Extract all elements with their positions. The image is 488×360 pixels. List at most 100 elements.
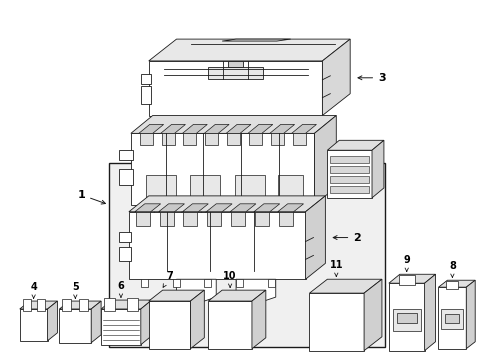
- Polygon shape: [20, 301, 57, 309]
- Bar: [392, 309, 420, 331]
- Bar: [141, 279, 147, 287]
- Bar: [441, 309, 462, 329]
- Polygon shape: [205, 205, 244, 225]
- Bar: [162, 133, 174, 145]
- Bar: [330, 176, 368, 183]
- Bar: [229, 205, 237, 215]
- Bar: [398, 275, 414, 285]
- Text: 3: 3: [357, 73, 385, 83]
- Polygon shape: [277, 204, 303, 212]
- Bar: [79, 299, 88, 311]
- Polygon shape: [131, 133, 314, 205]
- Text: 9: 9: [403, 255, 409, 271]
- Bar: [248, 133, 262, 145]
- Bar: [254, 212, 268, 226]
- Polygon shape: [326, 150, 371, 198]
- Polygon shape: [148, 301, 190, 349]
- Bar: [136, 212, 149, 226]
- Bar: [396, 313, 416, 323]
- Bar: [172, 279, 179, 287]
- Polygon shape: [388, 274, 435, 283]
- Bar: [173, 205, 181, 215]
- Bar: [445, 314, 458, 323]
- Polygon shape: [60, 309, 91, 343]
- Bar: [145, 205, 153, 215]
- Polygon shape: [148, 39, 349, 61]
- Bar: [284, 205, 292, 215]
- Bar: [119, 231, 131, 242]
- Polygon shape: [158, 204, 184, 212]
- Bar: [183, 212, 197, 226]
- Text: 1: 1: [77, 190, 105, 204]
- Bar: [292, 133, 305, 145]
- Polygon shape: [206, 204, 232, 212]
- Bar: [22, 299, 31, 311]
- Bar: [145, 175, 175, 197]
- Polygon shape: [101, 300, 151, 309]
- Bar: [277, 175, 302, 197]
- Polygon shape: [135, 204, 161, 212]
- Bar: [119, 150, 133, 160]
- Polygon shape: [247, 125, 272, 133]
- Bar: [37, 299, 44, 311]
- Bar: [141, 74, 150, 84]
- Polygon shape: [161, 125, 185, 133]
- Bar: [62, 299, 71, 311]
- Text: 10: 10: [223, 271, 236, 287]
- Bar: [190, 175, 220, 197]
- Polygon shape: [291, 125, 316, 133]
- Polygon shape: [208, 290, 265, 301]
- Polygon shape: [101, 309, 141, 345]
- Text: 8: 8: [448, 261, 455, 277]
- Polygon shape: [438, 287, 466, 349]
- Text: 4: 4: [30, 282, 37, 298]
- Polygon shape: [204, 125, 229, 133]
- Polygon shape: [388, 283, 424, 351]
- Polygon shape: [20, 309, 47, 341]
- Bar: [160, 212, 173, 226]
- Text: 7: 7: [163, 271, 173, 287]
- Polygon shape: [314, 116, 336, 205]
- Polygon shape: [371, 140, 383, 198]
- Polygon shape: [230, 204, 255, 212]
- Bar: [270, 133, 283, 145]
- Polygon shape: [225, 125, 250, 133]
- Bar: [109, 163, 384, 347]
- Bar: [207, 212, 221, 226]
- Bar: [208, 67, 263, 79]
- Bar: [256, 205, 264, 215]
- Polygon shape: [326, 140, 383, 150]
- Bar: [204, 279, 211, 287]
- Polygon shape: [131, 116, 336, 133]
- Polygon shape: [424, 274, 435, 351]
- Polygon shape: [208, 301, 251, 349]
- Polygon shape: [253, 204, 279, 212]
- Polygon shape: [364, 279, 381, 351]
- Polygon shape: [309, 293, 364, 351]
- Polygon shape: [176, 279, 216, 301]
- Text: 2: 2: [332, 233, 360, 243]
- Bar: [205, 133, 218, 145]
- Bar: [104, 298, 115, 311]
- Bar: [141, 86, 150, 104]
- Text: 5: 5: [72, 282, 79, 298]
- Polygon shape: [309, 279, 381, 293]
- Polygon shape: [269, 125, 294, 133]
- Polygon shape: [129, 212, 305, 279]
- Bar: [236, 279, 243, 287]
- Bar: [446, 281, 457, 289]
- Polygon shape: [182, 204, 208, 212]
- Polygon shape: [222, 39, 290, 41]
- Bar: [119, 169, 133, 185]
- Polygon shape: [466, 280, 474, 349]
- Polygon shape: [148, 61, 322, 116]
- Polygon shape: [305, 196, 325, 279]
- Bar: [201, 205, 209, 215]
- Polygon shape: [47, 301, 57, 341]
- Text: 11: 11: [329, 260, 343, 276]
- Bar: [235, 175, 264, 197]
- Polygon shape: [91, 301, 101, 343]
- Bar: [228, 61, 243, 67]
- Polygon shape: [60, 301, 101, 309]
- Bar: [183, 133, 196, 145]
